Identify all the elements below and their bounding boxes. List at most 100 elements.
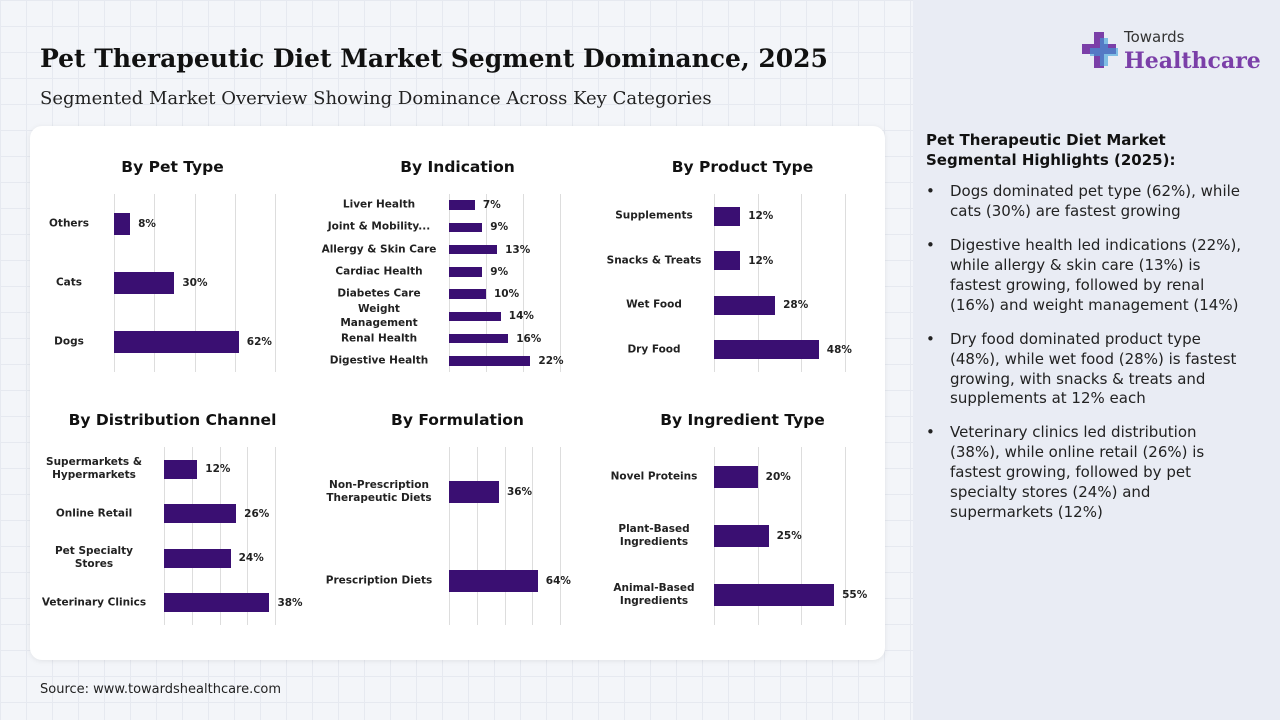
bar [714,584,835,607]
value-label: 24% [238,552,264,565]
bar [449,200,475,210]
grid-line [449,447,450,625]
value-label: 14% [508,310,534,323]
value-label: 8% [138,217,156,230]
value-label: 13% [505,243,531,256]
category-label: Online Retail [55,507,133,520]
plot-area [164,447,276,625]
value-label: 12% [205,463,231,476]
value-label: 62% [246,336,272,349]
value-label: 25% [776,530,802,542]
chart-panel: By Indication Liver Health 7% Joint & Mobil… [315,126,600,376]
subtitle: Segmented Market Overview Showing Domina… [40,88,712,109]
value-label: 20% [765,470,791,483]
grid-line [845,194,846,372]
category-label: Digestive Health [329,354,429,367]
logo-icon [1082,32,1118,68]
category-label: Cats [55,276,83,289]
bar [449,480,499,503]
chart-card: By Pet Type Others 8% Cats 30% Dogs 62% By Indi… [30,126,885,660]
grid-line [275,194,276,372]
bar [714,206,741,226]
category-label: Non-Prescription Therapeutic Diets [326,478,432,504]
grid-line [449,194,450,372]
grid-line [757,194,759,372]
chart-title: By Indication [400,158,515,176]
category-label: Joint & Mobility... [327,220,431,233]
bar [114,212,131,235]
value-label: 7% [482,199,501,212]
grid-line [194,194,196,372]
value-label: 30% [182,277,208,289]
grid-line [801,194,803,372]
value-label: 9% [490,265,509,278]
category-label: Novel Proteins [610,470,698,483]
bar [449,311,501,322]
category-label: Plant-Based Ingredients [618,522,690,548]
category-label: Veterinary Clinics [41,596,147,609]
chart-title: By Distribution Channel [68,411,277,429]
grid-line [504,447,506,625]
grid-line [219,447,221,625]
value-label: 28% [783,299,809,312]
grid-line [247,447,249,625]
category-label: Snacks & Treats [606,254,702,267]
chart-panel: By Product Type Supplements 12% Snacks & Tr… [600,126,885,376]
category-label: Allergy & Skin Care [321,243,437,256]
highlight-item: Digestive health led indications (22%), … [926,236,1244,316]
chart-title: By Product Type [671,158,814,176]
value-label: 9% [490,221,509,234]
category-label: Supplements [615,209,693,222]
highlights-list: Dogs dominated pet type (62%), while cat… [926,182,1244,537]
plot-area [449,194,561,372]
category-label: Dry Food [627,343,681,356]
bar [449,569,538,592]
bar [164,593,270,613]
category-label: Renal Health [340,332,418,345]
logo: Towards Healthcare [1080,28,1261,76]
category-label: Wet Food [626,298,682,311]
plot-area [449,447,561,625]
value-label: 22% [538,354,564,367]
chart-title: By Formulation [391,411,524,429]
bar [714,525,769,547]
source: Source: www.towardshealthcare.com [40,682,282,697]
bar [164,504,237,524]
value-label: 64% [545,574,571,587]
grid-line [845,447,846,625]
bar [449,222,483,233]
bar [714,465,758,488]
grid-line [801,447,803,625]
chart-panel: By Pet Type Others 8% Cats 30% Dogs 62% [30,126,315,376]
grid-line [191,447,193,625]
bar [114,272,175,294]
bar [164,459,198,479]
highlight-item: Veterinary clinics led distribution (38%… [926,423,1244,523]
highlight-item: Dogs dominated pet type (62%), while cat… [926,182,1244,222]
logo-top: Towards [1124,28,1185,46]
category-label: Cardiac Health [335,265,423,278]
value-label: 10% [494,288,520,301]
grid-line [234,194,236,372]
value-label: 26% [244,507,270,520]
bar [449,244,498,255]
bar [714,295,776,315]
category-label: Diabetes Care [337,287,421,300]
grid-line [560,194,561,372]
grid-line [164,447,165,625]
category-label: Prescription Diets [325,573,433,586]
value-label: 12% [748,210,774,223]
chart-title: By Ingredient Type [660,411,825,429]
grid-line [714,194,715,372]
bar [164,548,231,568]
value-label: 16% [516,332,542,345]
value-label: 38% [277,596,303,609]
bar [449,267,483,277]
grid-line [532,447,534,625]
value-label: 12% [748,254,774,267]
chart-panel: By Formulation Non-Prescription Therapeut… [315,379,600,629]
bar [449,289,486,299]
grid-line [476,447,478,625]
value-label: 36% [506,485,533,498]
